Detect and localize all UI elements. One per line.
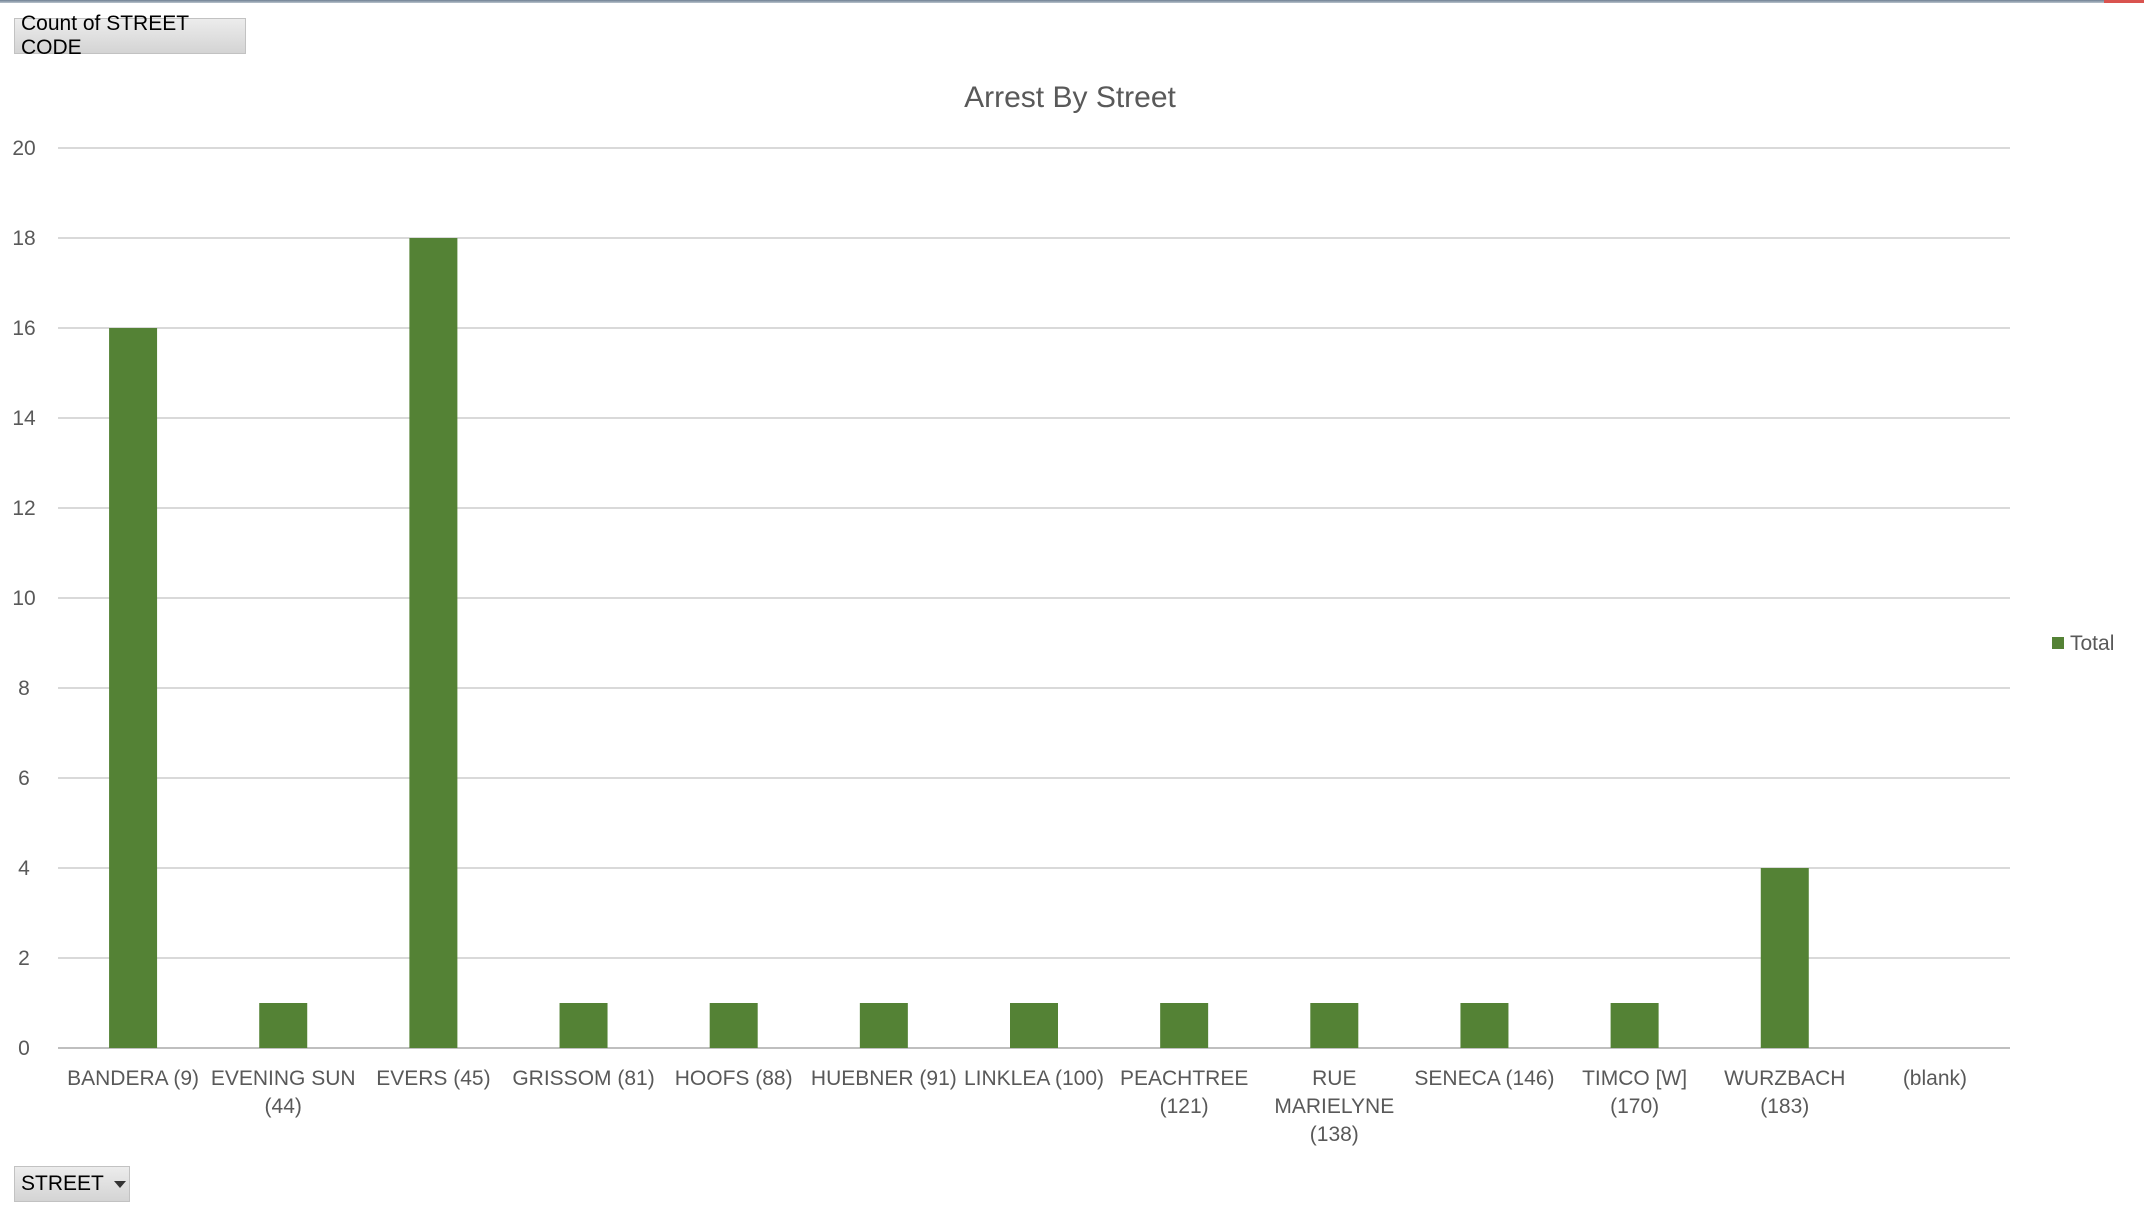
gridlines xyxy=(58,147,2010,1049)
bar xyxy=(1760,868,1809,1048)
chart-title: Arrest By Street xyxy=(964,81,1176,114)
x-tick-label: GRISSOM (81) xyxy=(512,1067,654,1090)
legend-label-total: Total xyxy=(2070,632,2114,655)
window-top-border xyxy=(0,0,2144,3)
x-tick-label: WURZBACH (183) xyxy=(1724,1067,1845,1118)
y-tick-label: 0 xyxy=(18,1037,30,1060)
bar xyxy=(709,1003,758,1048)
legend: Total xyxy=(2052,632,2114,655)
x-tick-label: EVERS (45) xyxy=(376,1067,490,1090)
y-tick-label: 12 xyxy=(12,497,35,520)
bar xyxy=(859,1003,908,1048)
x-axis: BANDERA (9) EVENING SUN (44) EVERS (45) GRIS… xyxy=(67,1067,1967,1146)
bar xyxy=(1610,1003,1659,1048)
dropdown-arrow-icon[interactable] xyxy=(113,1180,126,1188)
bar xyxy=(109,328,158,1048)
x-tick-label: BANDERA (9) xyxy=(67,1067,199,1090)
bar xyxy=(559,1003,608,1048)
y-tick-label: 2 xyxy=(18,947,30,970)
y-tick-label: 20 xyxy=(12,137,35,160)
bars xyxy=(109,238,1809,1048)
y-tick-label: 8 xyxy=(18,677,30,700)
x-tick-label: SENECA (146) xyxy=(1414,1067,1554,1090)
x-tick-label: HOOFS (88) xyxy=(675,1067,793,1090)
y-axis: 0 2 4 6 8 10 12 14 16 18 20 xyxy=(12,137,36,1060)
x-tick-label: PEACHTREE (121) xyxy=(1120,1067,1248,1118)
legend-swatch-total xyxy=(2052,637,2064,649)
bar xyxy=(1310,1003,1359,1048)
x-tick-label: EVENING SUN (44) xyxy=(211,1067,356,1118)
bar xyxy=(1010,1003,1058,1048)
y-tick-label: 6 xyxy=(18,767,30,790)
y-tick-label: 4 xyxy=(18,857,30,880)
pivot-axis-field-label: STREET xyxy=(21,1172,104,1195)
x-tick-label: (blank) xyxy=(1903,1067,1967,1090)
y-tick-label: 14 xyxy=(12,407,36,430)
window-top-accent xyxy=(2104,0,2144,3)
pivot-value-field-label: Count of STREET CODE xyxy=(21,12,189,59)
x-tick-label: HUEBNER (91) xyxy=(811,1067,957,1090)
bar xyxy=(259,1003,308,1048)
y-tick-label: 10 xyxy=(12,587,35,610)
x-tick-label: TIMCO [W] (170) xyxy=(1582,1067,1687,1118)
pivot-value-field-button[interactable]: Count of STREET CODE xyxy=(14,12,246,59)
x-tick-label: LINKLEA (100) xyxy=(964,1067,1104,1090)
y-tick-label: 16 xyxy=(12,317,35,340)
pivot-axis-field-button[interactable]: STREET xyxy=(14,1166,130,1202)
bar xyxy=(1160,1003,1209,1048)
bar xyxy=(1460,1003,1509,1048)
y-tick-label: 18 xyxy=(12,227,35,250)
bar xyxy=(409,238,458,1048)
x-tick-label: RUE MARIELYNE (138) xyxy=(1274,1067,1394,1146)
